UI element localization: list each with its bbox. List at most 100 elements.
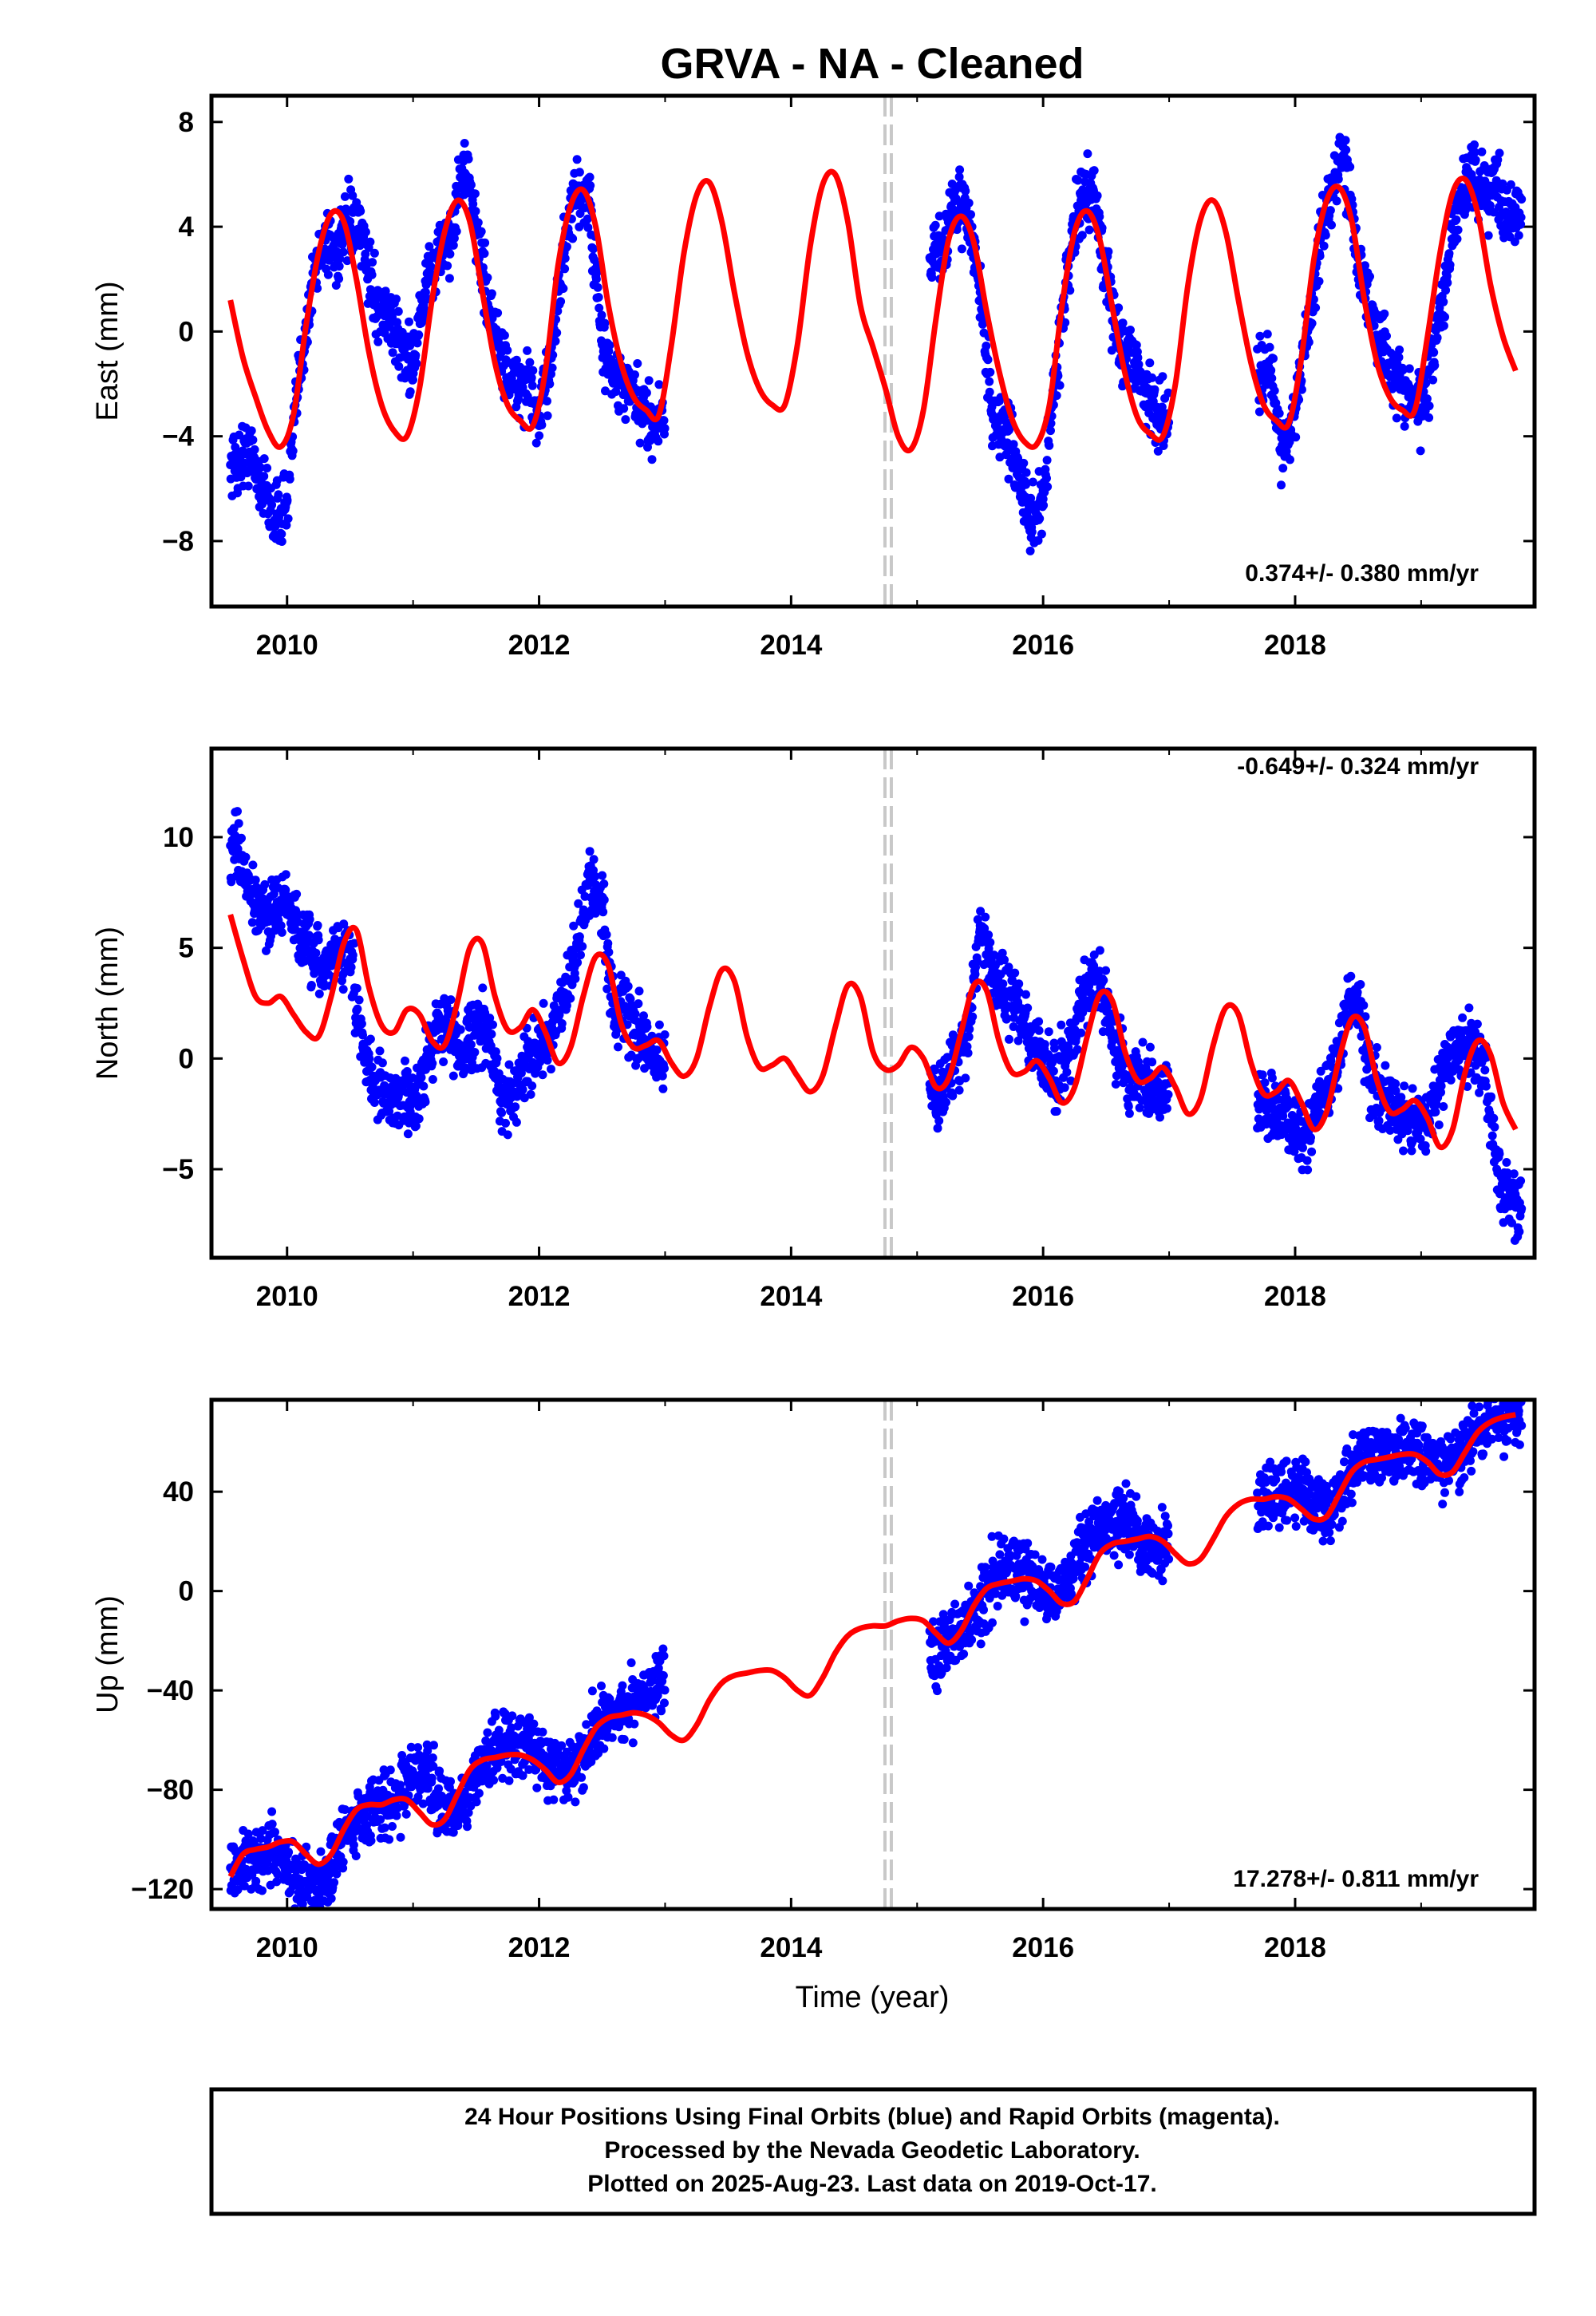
observation-point [1385,1125,1395,1135]
observation-point [525,358,535,367]
observation-point [523,346,532,355]
observation-point [1424,413,1434,422]
observation-point [248,860,258,870]
observation-point [1004,474,1013,484]
observation-point [396,1832,405,1842]
observation-point [1430,361,1440,370]
observation-point [1021,468,1031,477]
x-tick-label: 2016 [1012,630,1074,661]
observation-point [326,1894,336,1903]
observation-point [1267,373,1277,383]
observation-point [1391,1086,1400,1096]
observation-point [1517,1203,1527,1213]
observation-point [316,1847,326,1856]
observation-point [658,1084,668,1093]
observation-point [485,1014,495,1023]
observation-point [1156,1113,1164,1122]
observation-point [381,287,390,296]
observation-point [356,207,365,216]
observation-point [535,421,544,430]
observation-point [258,1886,267,1895]
observation-point [512,355,521,365]
observation-point [982,342,991,350]
observation-point [599,879,609,888]
observation-point [1118,318,1128,328]
model-curve [227,914,1519,1151]
observation-point [1089,961,1099,970]
observation-point [1341,145,1351,155]
observation-point [285,474,294,484]
observation-point [654,1020,664,1030]
observation-point [440,994,449,1003]
observation-point [575,932,584,942]
observation-point [1416,1134,1425,1144]
observation-point [511,1102,520,1112]
observation-point [1464,1003,1474,1013]
observation-point [348,191,358,200]
observation-point [1495,148,1504,158]
observation-point [251,1876,261,1886]
observation-point [1353,987,1362,997]
observation-point [1404,1109,1413,1119]
observation-point [605,341,614,350]
observation-point [543,411,552,421]
observation-point [1010,968,1020,978]
observation-point [419,1081,429,1091]
observation-point [1495,1149,1504,1159]
observation-point [456,1025,465,1034]
observation-point [267,1807,277,1816]
observation-point [282,497,292,507]
observation-point [1277,480,1286,490]
observation-point [1045,441,1054,450]
observation-point [1025,524,1035,532]
observation-point [1471,156,1480,164]
observation-point [396,1087,405,1097]
observation-point [233,807,242,816]
observation-point [333,248,342,258]
observation-point [496,1098,506,1108]
observation-point [1316,1087,1325,1097]
observation-point [292,889,302,899]
observation-point [480,238,490,247]
observation-point [1088,976,1098,986]
observation-point [658,1071,667,1081]
observation-point [400,1112,409,1121]
observation-point [470,189,480,199]
observation-point [358,1030,367,1040]
observation-point [1514,231,1523,240]
observation-point [1265,1098,1274,1108]
observation-point [1303,1165,1313,1175]
observation-point [1278,1109,1287,1119]
observation-point [1124,1109,1134,1118]
observation-point [1127,348,1136,358]
observation-point [1368,1085,1377,1094]
observation-point [598,871,607,880]
observation-point [339,919,349,929]
observation-point [413,338,422,348]
observation-point [257,479,267,488]
observation-point [942,1053,952,1062]
observation-point [1503,1168,1512,1178]
observation-point [1303,1131,1313,1140]
observation-point [1479,161,1489,170]
observation-point [460,1063,470,1073]
observation-point [283,514,293,524]
observation-point [955,165,965,175]
observation-point [1057,1020,1066,1030]
observation-point [385,1107,394,1116]
observation-point [623,982,633,991]
observation-point [259,454,269,464]
observation-point [1111,1080,1120,1089]
observation-point [610,374,619,383]
observation-point [614,1042,622,1052]
y-tick-label: 0 [179,316,194,347]
observation-point [1133,353,1143,362]
observation-point [1487,1131,1497,1140]
observation-point [365,1788,375,1797]
observation-point [1391,1079,1400,1089]
observation-point [1487,1092,1495,1101]
